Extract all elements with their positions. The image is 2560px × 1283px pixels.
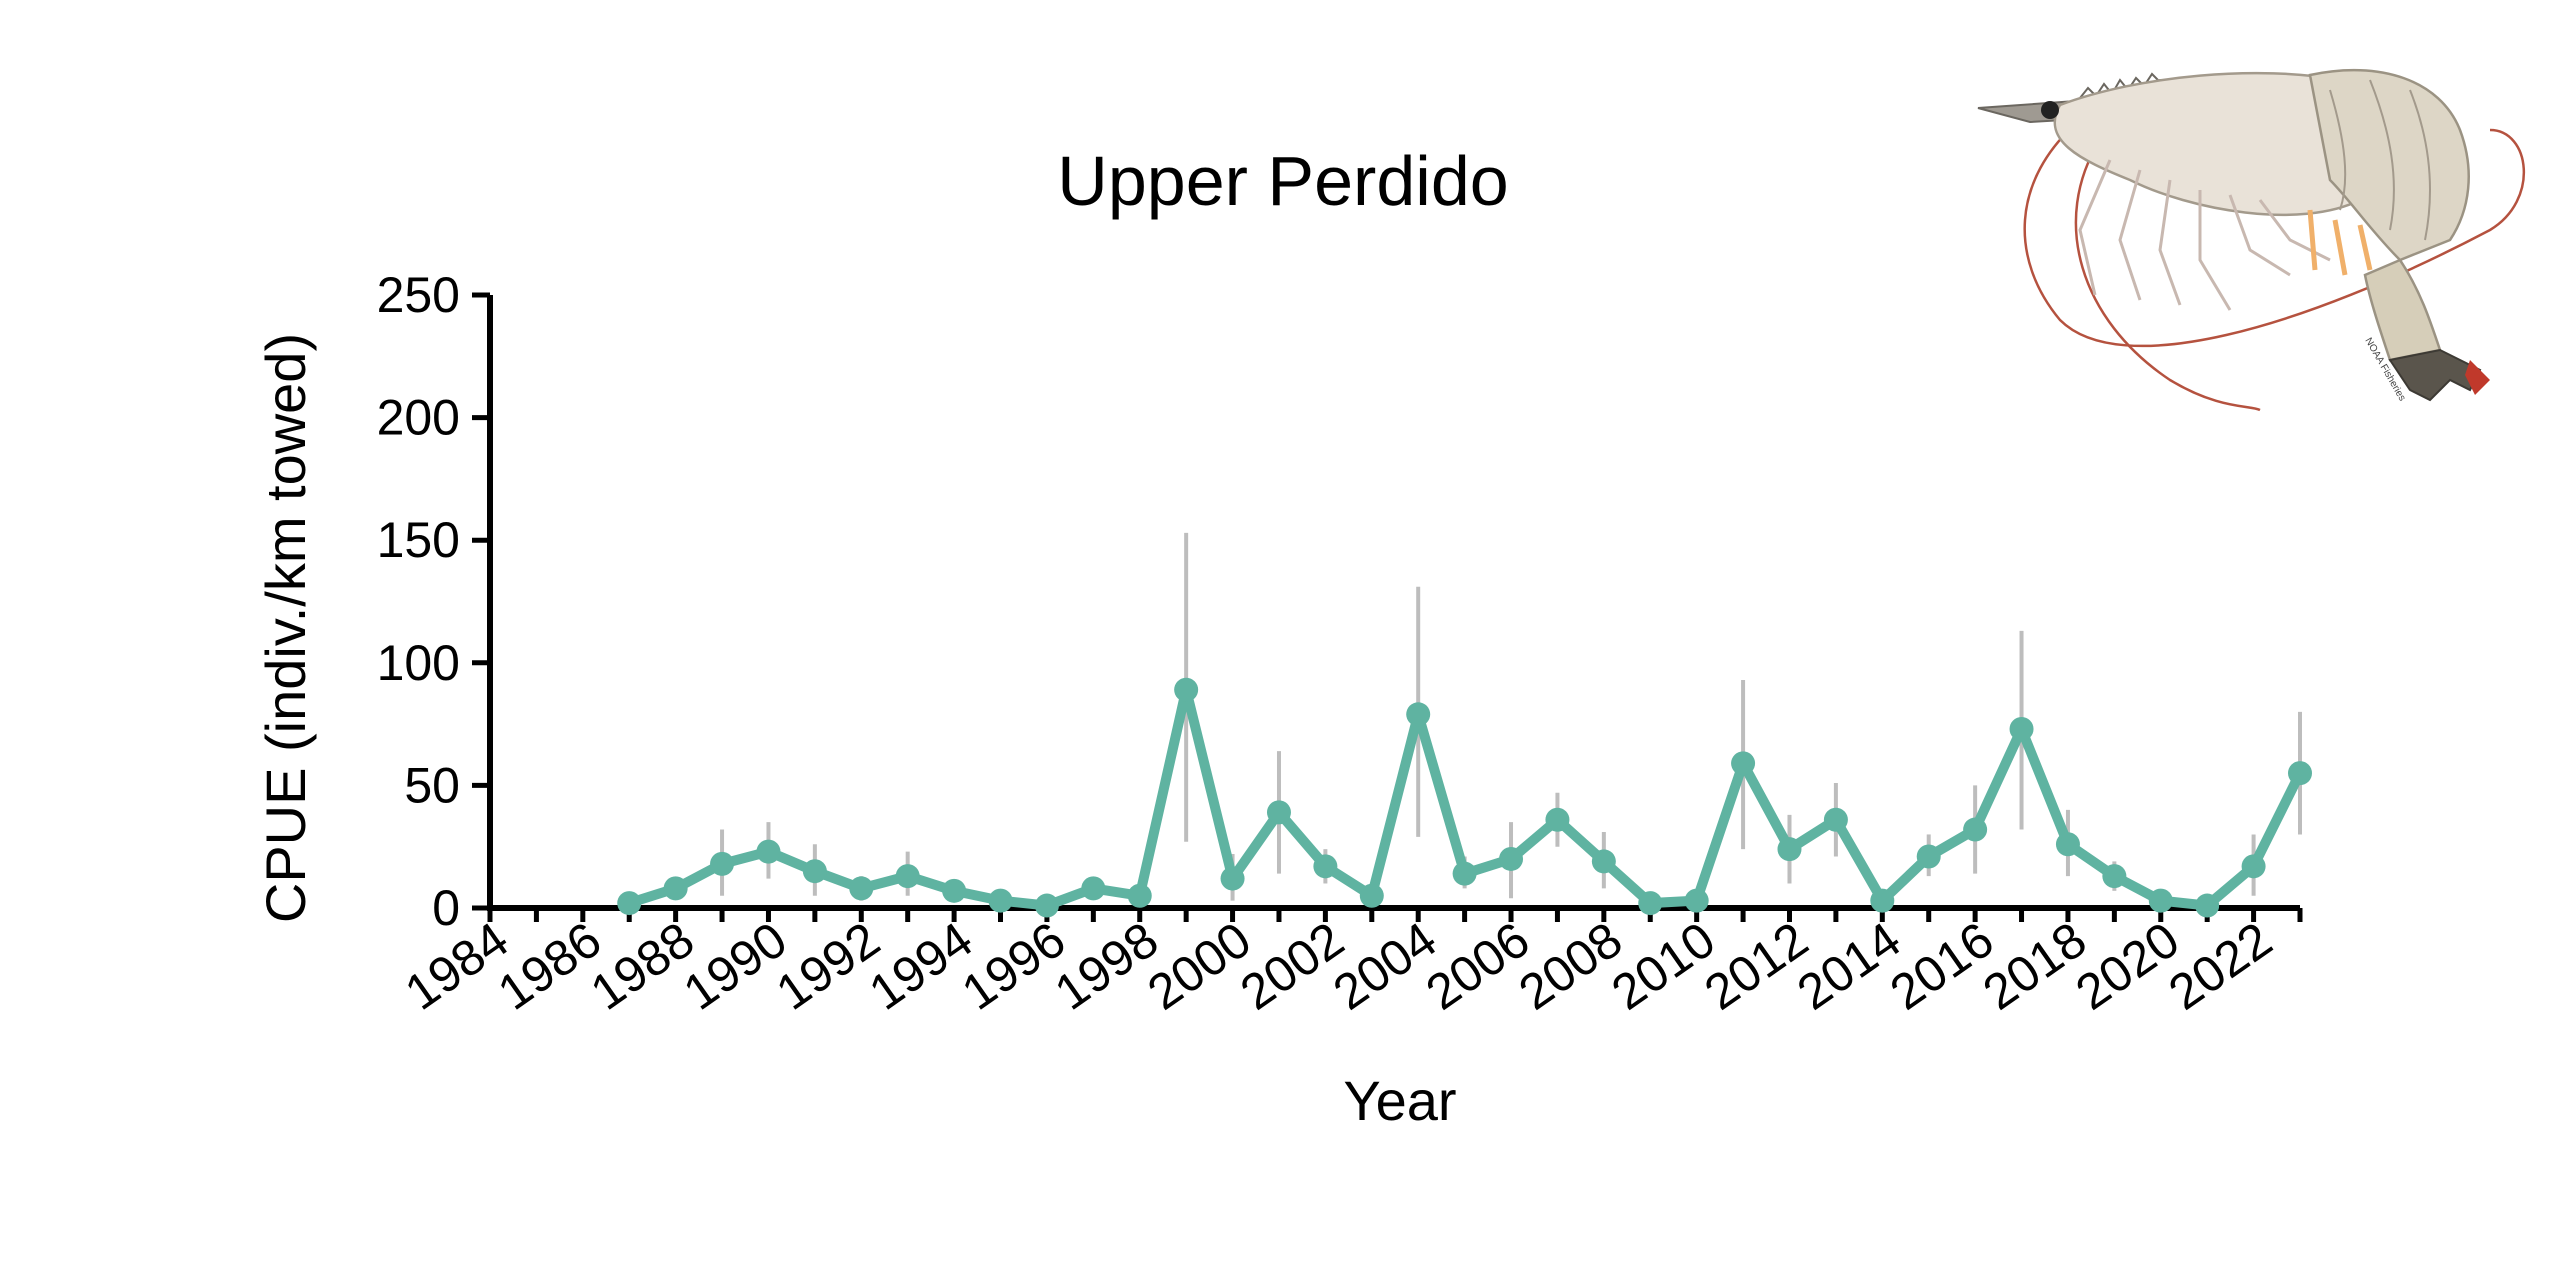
data-point xyxy=(1777,837,1802,862)
y-tick-label: 50 xyxy=(404,757,460,813)
shrimp-illustration: NOAA Fisheries xyxy=(1977,68,2525,412)
data-point xyxy=(1591,849,1616,874)
data-point xyxy=(2195,893,2220,918)
data-point xyxy=(2055,832,2080,857)
data-point xyxy=(1638,891,1663,916)
data-point xyxy=(617,891,642,916)
data-point xyxy=(988,888,1013,913)
data-point xyxy=(1916,844,1941,869)
data-point xyxy=(756,839,781,864)
data-point xyxy=(1313,854,1338,879)
data-point xyxy=(710,851,735,876)
data-point xyxy=(2009,717,2034,742)
data-point xyxy=(1034,893,1059,918)
data-point xyxy=(1174,677,1199,702)
y-tick-label: 150 xyxy=(377,512,460,568)
x-tick-label: 2022 xyxy=(2159,911,2282,1021)
data-point xyxy=(1684,888,1709,913)
data-point xyxy=(1266,800,1291,825)
data-point xyxy=(1499,846,1524,871)
y-tick-label: 0 xyxy=(432,880,460,936)
y-tick-label: 250 xyxy=(377,267,460,323)
data-point xyxy=(1220,866,1245,891)
data-point xyxy=(2148,888,2173,913)
data-point xyxy=(942,878,967,903)
chart-title: Upper Perdido xyxy=(1057,142,1508,220)
x-ticks: 1984198619881990199219941996199820002002… xyxy=(395,908,2303,1021)
series-cpue xyxy=(617,677,2312,918)
data-point xyxy=(2102,864,2127,889)
x-axis-label: Year xyxy=(1343,1069,1456,1132)
data-point xyxy=(802,859,827,884)
data-point xyxy=(895,864,920,889)
data-point xyxy=(1963,817,1988,842)
data-point xyxy=(1406,702,1431,727)
data-point xyxy=(1870,888,1895,913)
y-tick-label: 100 xyxy=(377,635,460,691)
data-point xyxy=(2241,854,2266,879)
data-point xyxy=(1127,883,1152,908)
data-point xyxy=(2288,761,2312,786)
y-axis-label-group: CPUE (indiv./km towed) xyxy=(254,333,317,923)
data-point xyxy=(1359,883,1384,908)
data-point xyxy=(1731,751,1756,776)
y-ticks: 0 50 100 150 200 250 xyxy=(377,267,490,936)
data-point xyxy=(849,876,874,901)
y-axis-label: CPUE (indiv./km towed) xyxy=(254,333,317,923)
y-tick-label: 200 xyxy=(377,390,460,446)
data-point xyxy=(1545,807,1570,832)
data-point xyxy=(1081,876,1106,901)
error-bars xyxy=(627,532,2302,908)
data-point xyxy=(1823,807,1848,832)
data-point xyxy=(1452,861,1477,886)
data-point xyxy=(663,876,688,901)
